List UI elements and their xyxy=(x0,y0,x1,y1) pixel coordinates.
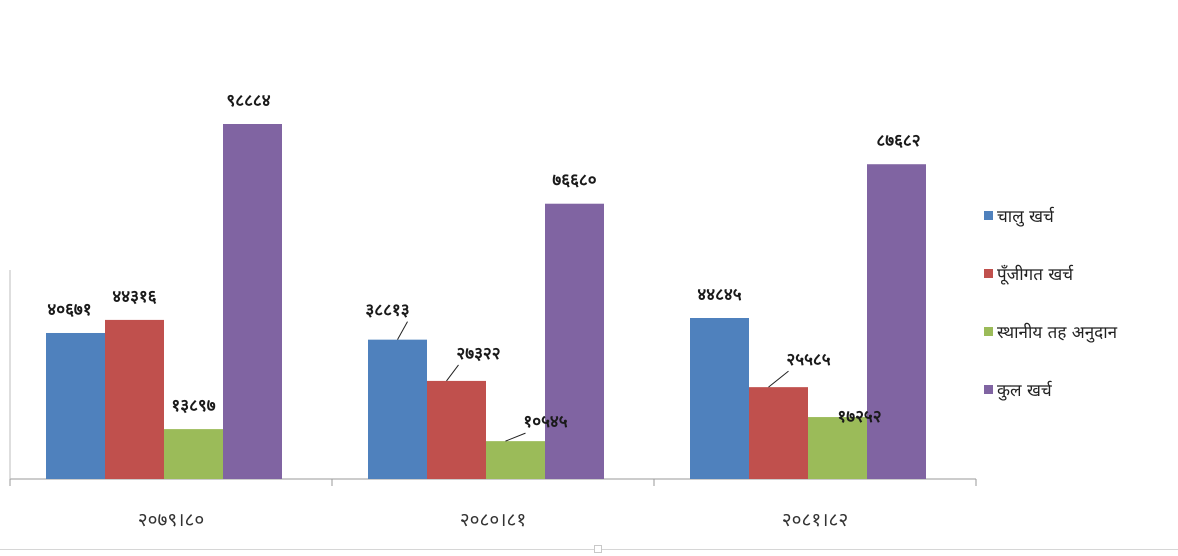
label-leader-line xyxy=(446,364,459,382)
bar xyxy=(427,380,486,479)
chart-legend: चालु खर्च पूँजीगत खर्च स्थानीय तह अनुदान… xyxy=(984,186,1174,418)
label-leader-line xyxy=(505,432,526,442)
data-label-leaders xyxy=(397,321,789,442)
legend-swatch xyxy=(984,210,993,220)
label-leader-line xyxy=(768,370,789,388)
data-labels: ४०६७१ ४४३१६ १३८९७ ९८८८४ ३८८१३ २७३२२ १०५४५ ७६६८०… xyxy=(47,91,920,432)
legend-swatch xyxy=(984,268,993,278)
legend-item-capital-expenditure: पूँजीगत खर्च xyxy=(984,244,1174,302)
bar xyxy=(867,164,926,479)
legend-swatch xyxy=(984,384,993,394)
data-label: २५५८५ xyxy=(786,350,830,370)
x-tick-label: २०८०।८१ xyxy=(460,509,526,531)
bar xyxy=(164,429,223,479)
legend-item-total-expenditure: कुल खर्च xyxy=(984,360,1174,418)
data-label: ४४३१६ xyxy=(112,287,156,307)
page-divider xyxy=(0,549,1178,550)
bar xyxy=(749,387,808,479)
bar xyxy=(105,319,164,479)
bar xyxy=(808,417,867,479)
chart-bars xyxy=(46,124,926,479)
data-label: ८७६८२ xyxy=(876,131,920,151)
bar xyxy=(368,339,427,479)
legend-item-local-grant: स्थानीय तह अनुदान xyxy=(984,302,1174,360)
legend-item-current-expenditure: चालु खर्च xyxy=(984,186,1174,244)
label-leader-line xyxy=(397,321,408,340)
x-tick-label: २०७९।८० xyxy=(138,509,204,531)
data-label: ४०६७१ xyxy=(47,300,91,320)
data-label: १३८९७ xyxy=(171,396,215,416)
x-tick-label: २०८१।८२ xyxy=(782,509,848,531)
data-label: ९८८८४ xyxy=(226,91,270,111)
data-label: १०५४५ xyxy=(523,412,567,432)
legend-label: कुल खर्च xyxy=(997,380,1052,401)
legend-swatch xyxy=(984,326,993,336)
data-label: १७२५२ xyxy=(837,407,881,427)
bar xyxy=(690,318,749,479)
bar xyxy=(486,441,545,479)
bar xyxy=(223,124,282,479)
legend-label: स्थानीय तह अनुदान xyxy=(997,322,1118,343)
resize-handle[interactable] xyxy=(594,545,602,553)
data-label: ७६६८० xyxy=(552,171,596,191)
legend-label: चालु खर्च xyxy=(997,206,1054,227)
data-label: २७३२२ xyxy=(456,344,500,364)
x-tick-labels: २०७९।८० २०८०।८१ २०८१।८२ xyxy=(138,509,848,531)
legend-label: पूँजीगत खर्च xyxy=(997,264,1074,285)
bar xyxy=(46,332,105,479)
bar xyxy=(545,203,604,479)
data-label: ३८८१३ xyxy=(365,301,409,321)
data-label: ४४८४५ xyxy=(697,285,741,305)
